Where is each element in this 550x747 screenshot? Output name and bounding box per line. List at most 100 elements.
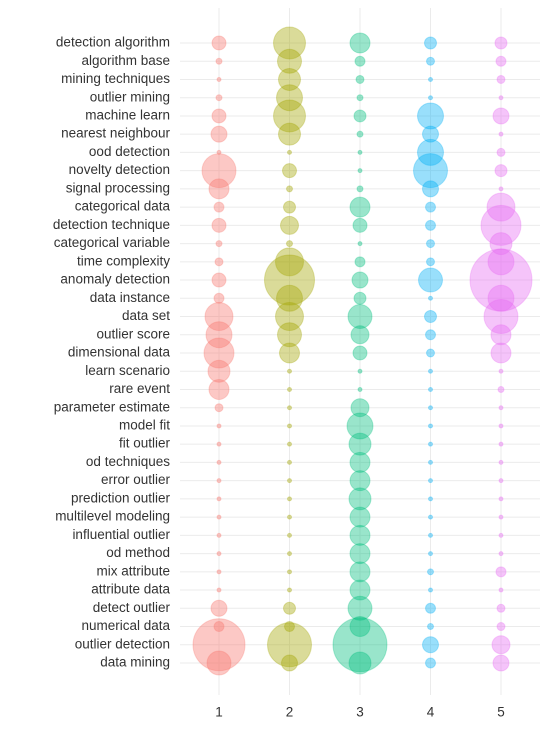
bubble: [264, 254, 315, 306]
bubble: [498, 95, 504, 101]
y-tick-label: categorical data: [75, 199, 171, 214]
bubble: [425, 657, 436, 669]
bubble: [287, 423, 292, 429]
bubble: [413, 153, 448, 189]
bubble: [428, 76, 433, 82]
bubble: [491, 635, 511, 655]
bubble: [287, 569, 292, 575]
x-tick-label: 5: [497, 705, 505, 720]
x-tick-label: 2: [286, 705, 294, 720]
bubble: [425, 602, 436, 614]
bubble: [349, 579, 371, 601]
bubble: [280, 215, 299, 235]
bubble: [216, 587, 222, 593]
bubble: [216, 76, 222, 82]
y-tick-label: influential outlier: [72, 527, 170, 542]
y-tick-label: mining techniques: [61, 71, 170, 86]
y-tick-label: dimensional data: [68, 345, 171, 360]
bubble: [357, 149, 363, 155]
y-tick-label: fit outlier: [119, 436, 171, 451]
bubble: [215, 240, 223, 248]
bubble: [287, 478, 292, 484]
bubble: [347, 304, 373, 330]
bubble: [355, 74, 365, 84]
bubble: [348, 432, 372, 456]
bubble: [287, 459, 292, 465]
bubble: [428, 532, 433, 538]
y-tick-label: outlier score: [96, 326, 170, 341]
bubble: [357, 168, 363, 174]
bubble: [287, 587, 292, 593]
bubble: [422, 636, 439, 654]
bubble: [487, 284, 515, 312]
bubble: [353, 109, 367, 123]
bubble: [346, 412, 374, 440]
bubble: [425, 201, 436, 213]
x-tick-label: 1: [215, 705, 223, 720]
bubble: [287, 514, 292, 520]
bubble: [422, 180, 439, 198]
y-tick-label: data mining: [100, 655, 170, 670]
bubble: [354, 55, 366, 67]
bubble: [357, 368, 363, 374]
bubble: [216, 459, 222, 465]
bubble: [417, 102, 444, 130]
bubble: [426, 56, 435, 66]
bubble: [353, 291, 367, 305]
bubble: [498, 587, 504, 593]
bubble: [417, 138, 444, 166]
bubble: [287, 149, 292, 155]
bubble: [349, 32, 371, 54]
bubble: [201, 153, 237, 189]
bubble: [498, 496, 504, 502]
bubble: [347, 595, 373, 621]
bubble: [495, 55, 507, 67]
bubble: [426, 348, 435, 358]
bubble: [277, 322, 302, 348]
bubble: [216, 532, 222, 538]
y-tick-label: prediction outlier: [71, 490, 171, 505]
bubble: [424, 310, 437, 324]
bubble: [427, 568, 434, 576]
bubble: [496, 603, 506, 613]
y-tick-label: rare event: [109, 381, 170, 396]
y-tick-label: od techniques: [86, 454, 170, 469]
bubble: [494, 164, 508, 178]
bubble: [498, 459, 504, 465]
bubble: [422, 125, 439, 143]
bubble: [216, 496, 222, 502]
bubble: [486, 192, 516, 222]
bubble: [208, 378, 230, 400]
bubble: [279, 342, 300, 364]
y-tick-label: algorithm base: [81, 53, 170, 68]
bubble: [287, 532, 292, 538]
bubble: [496, 74, 506, 84]
bubble: [498, 532, 504, 538]
bubble: [211, 35, 227, 51]
bubble: [349, 506, 371, 528]
bubble: [276, 84, 303, 112]
y-tick-label: time complexity: [77, 253, 170, 268]
bubble: [492, 107, 510, 125]
x-tick-label: 3: [356, 705, 364, 720]
y-tick-label: data set: [122, 308, 170, 323]
y-tick-label: mix attribute: [96, 563, 170, 578]
bubble: [281, 654, 298, 672]
y-tick-label: od method: [106, 545, 170, 560]
bubble: [332, 617, 388, 673]
bubble: [349, 543, 371, 565]
bubble: [428, 386, 433, 392]
y-tick-label: categorical variable: [54, 235, 170, 250]
y-tick-label: attribute data: [91, 582, 170, 597]
y-tick-label: ood detection: [89, 144, 170, 159]
bubble: [286, 185, 293, 193]
y-tick-label: error outlier: [101, 472, 171, 487]
bubble: [352, 217, 368, 233]
bubble: [426, 239, 435, 249]
bubble: [496, 147, 506, 157]
y-tick-label: multilevel modeling: [55, 509, 170, 524]
bubble: [206, 650, 232, 676]
bubble: [287, 386, 292, 392]
bubble: [483, 299, 519, 335]
bubble: [287, 551, 292, 557]
